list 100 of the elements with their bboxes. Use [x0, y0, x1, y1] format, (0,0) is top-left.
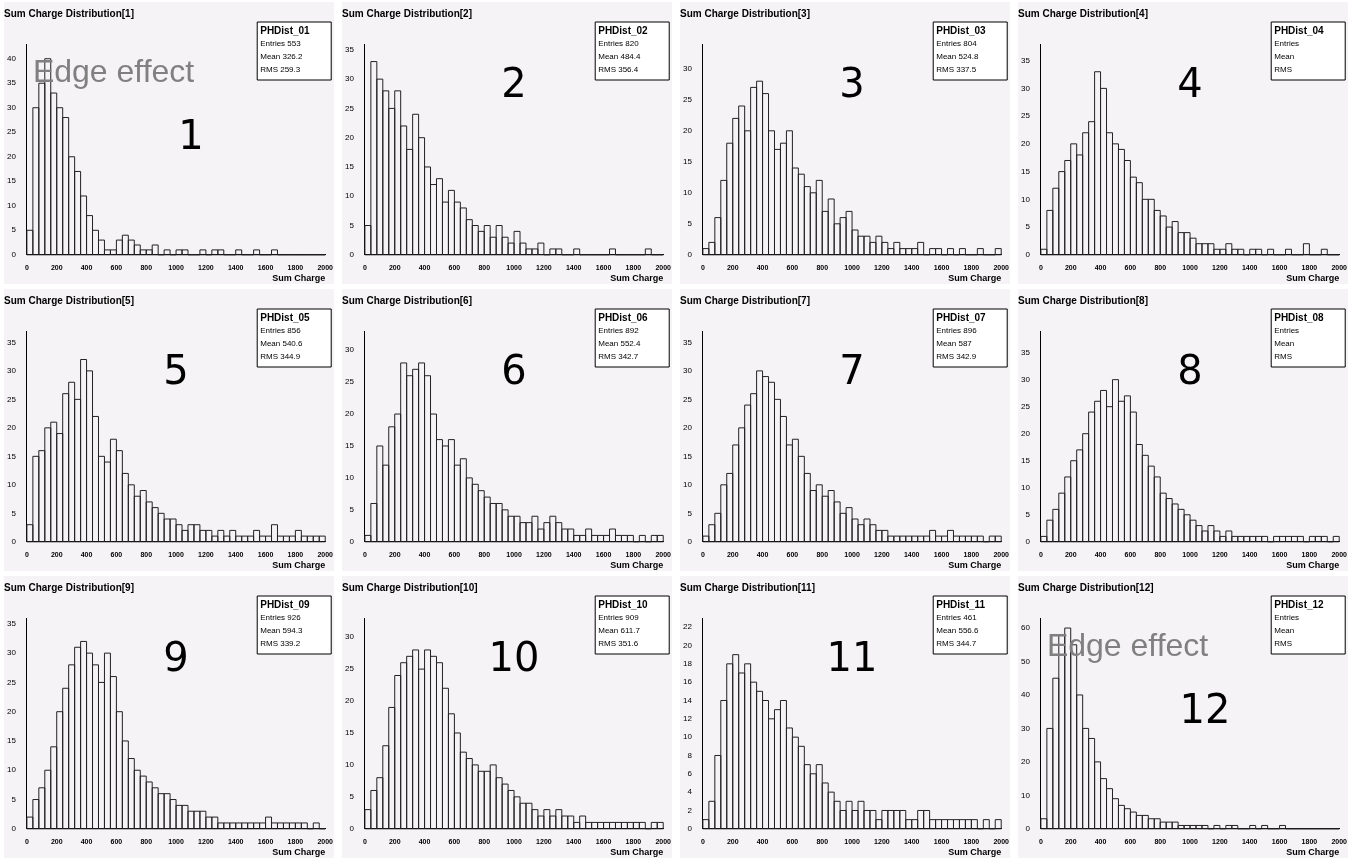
chart-title: Sum Charge Distribution[8] [1018, 294, 1149, 306]
text: PHDist_11 [936, 598, 986, 610]
y-tick-label: 25 [682, 394, 693, 404]
y-tick-label: 0 [1025, 537, 1031, 546]
y-tick-label: 25 [6, 127, 17, 137]
y-tick-label: 20 [682, 126, 693, 135]
annotation: Entries 461 [936, 613, 978, 623]
y-tick-label: 35 [344, 45, 355, 55]
chart-title: Sum Charge Distribution[7] [680, 294, 811, 306]
annotation: 8 [1177, 346, 1203, 393]
annotation: 2 [501, 59, 527, 106]
annotation: RMS 344.9 [260, 352, 301, 362]
annotation: Entries 820 [598, 39, 640, 49]
y-tick-label: 0 [687, 537, 693, 546]
y-tick-label: 15 [344, 162, 355, 172]
chart-title: Sum Charge Distribution[6] [342, 294, 473, 306]
annotation: 7 [839, 346, 865, 393]
annotation: 10 [488, 633, 540, 680]
y-tick-label: 0 [1025, 250, 1031, 259]
y-tick-label: 15 [682, 451, 693, 461]
y-tick-label: 40 [6, 53, 17, 63]
x-axis-title: Sum Charge [948, 560, 1002, 571]
y-tick-label: 20 [682, 640, 693, 650]
x-axis-title: Sum Charge [272, 273, 326, 284]
chart-title: Sum Charge Distribution[10] [342, 581, 478, 593]
text: PHDist_12 [1274, 598, 1325, 610]
y-tick-label: 20 [344, 132, 355, 142]
y-tick-label: 10 [6, 765, 17, 775]
y-tick-label: 20 [344, 409, 355, 419]
annotation: Entries 553 [260, 39, 302, 49]
y-tick-label: 5 [1025, 222, 1031, 232]
annotation: Mean [1274, 339, 1295, 349]
annotation: 4 [1177, 59, 1203, 106]
y-tick-label: 25 [344, 377, 355, 387]
y-tick-label: 30 [6, 102, 17, 112]
y-tick-label: 0 [1025, 824, 1031, 833]
annotation: 1 [178, 112, 204, 159]
y-tick-label: 25 [1020, 111, 1031, 121]
y-tick-label: 35 [1020, 55, 1031, 65]
y-tick-label: 4 [687, 787, 693, 797]
y-tick-label: 20 [682, 423, 693, 433]
annotation: Mean 552.4 [598, 339, 642, 349]
y-tick-label: 20 [6, 423, 17, 433]
y-tick-label: 15 [6, 451, 17, 461]
y-tick-label: 5 [349, 220, 355, 230]
y-tick-label: 30 [6, 648, 17, 658]
annotation: Entries 909 [598, 613, 640, 623]
annotation: Mean 594.3 [260, 626, 304, 636]
text: PHDist_01 [260, 24, 311, 36]
chart-title: Sum Charge Distribution[12] [1018, 581, 1154, 593]
y-tick-label: 10 [1020, 482, 1031, 492]
y-tick-label: 15 [6, 736, 17, 746]
annotation: Entries 856 [260, 326, 302, 336]
y-tick-label: 0 [11, 250, 17, 259]
y-tick-label: 0 [349, 250, 355, 259]
x-axis-title: Sum Charge [610, 560, 664, 571]
text: PHDist_08 [1274, 311, 1325, 323]
y-tick-label: 25 [6, 394, 17, 404]
y-tick-label: 25 [344, 103, 355, 113]
x-axis-title: Sum Charge [948, 273, 1002, 284]
chart-title: Sum Charge Distribution[2] [342, 7, 473, 19]
annotation: RMS 342.7 [598, 352, 639, 362]
y-tick-label: 20 [6, 151, 17, 161]
y-tick-label: 30 [1020, 83, 1031, 93]
y-tick-label: 10 [344, 191, 355, 201]
chart-title: Sum Charge Distribution[5] [4, 294, 135, 306]
y-tick-label: 8 [687, 750, 693, 760]
annotation: RMS 337.5 [936, 65, 977, 75]
annotation: Mean 326.2 [260, 52, 304, 62]
annotation: Entries [1274, 326, 1300, 336]
annotation: Mean [1274, 52, 1295, 62]
y-tick-label: 10 [682, 480, 693, 490]
annotation: RMS 339.2 [260, 639, 301, 649]
annotation: 3 [839, 59, 865, 106]
y-tick-label: 35 [6, 619, 17, 629]
text: PHDist_04 [1274, 24, 1325, 36]
y-tick-label: 35 [682, 337, 693, 347]
y-tick-label: 10 [6, 200, 17, 210]
y-tick-label: 10 [682, 732, 693, 742]
annotation: RMS 351.6 [598, 639, 639, 649]
y-tick-label: 20 [6, 706, 17, 716]
annotation: Entries 926 [260, 613, 302, 623]
y-tick-label: 10 [344, 760, 355, 770]
y-tick-label: 0 [11, 537, 17, 546]
text: PHDist_07 [936, 311, 987, 323]
annotation: 9 [163, 633, 189, 680]
y-tick-label: 0 [11, 824, 17, 833]
y-tick-label: 6 [687, 769, 693, 779]
x-axis-title: Sum Charge [1286, 560, 1340, 571]
y-tick-label: 14 [682, 695, 693, 705]
annotation: 11 [826, 633, 878, 680]
y-tick-label: 5 [11, 225, 17, 235]
y-tick-label: 40 [1020, 690, 1031, 700]
text: PHDist_03 [936, 24, 987, 36]
y-tick-label: 12 [682, 714, 693, 724]
y-tick-label: 5 [349, 505, 355, 515]
y-tick-label: 25 [6, 677, 17, 687]
annotation: RMS 344.7 [936, 639, 977, 649]
y-tick-label: 5 [349, 792, 355, 802]
y-tick-label: 15 [1020, 455, 1031, 465]
